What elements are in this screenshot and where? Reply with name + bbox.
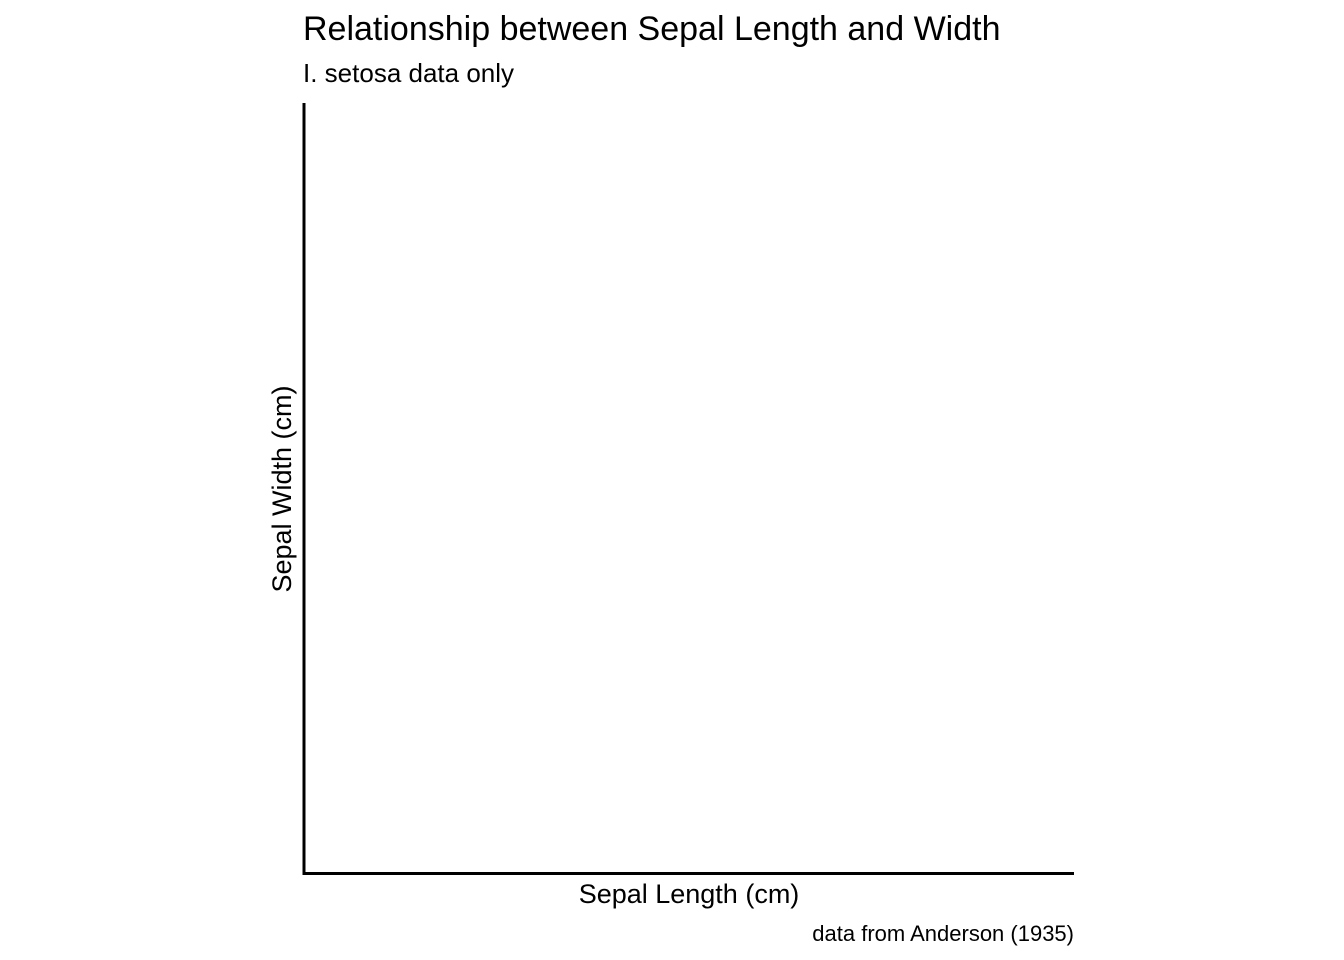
- x-axis-title: Sepal Length (cm): [579, 879, 800, 909]
- chart-title: Relationship between Sepal Length and Wi…: [303, 10, 1000, 48]
- y-axis-title: Sepal Width (cm): [267, 385, 297, 592]
- plot-area: [302, 103, 1074, 875]
- chart-subtitle: I. setosa data only: [303, 58, 514, 88]
- chart-caption: data from Anderson (1935): [812, 921, 1074, 946]
